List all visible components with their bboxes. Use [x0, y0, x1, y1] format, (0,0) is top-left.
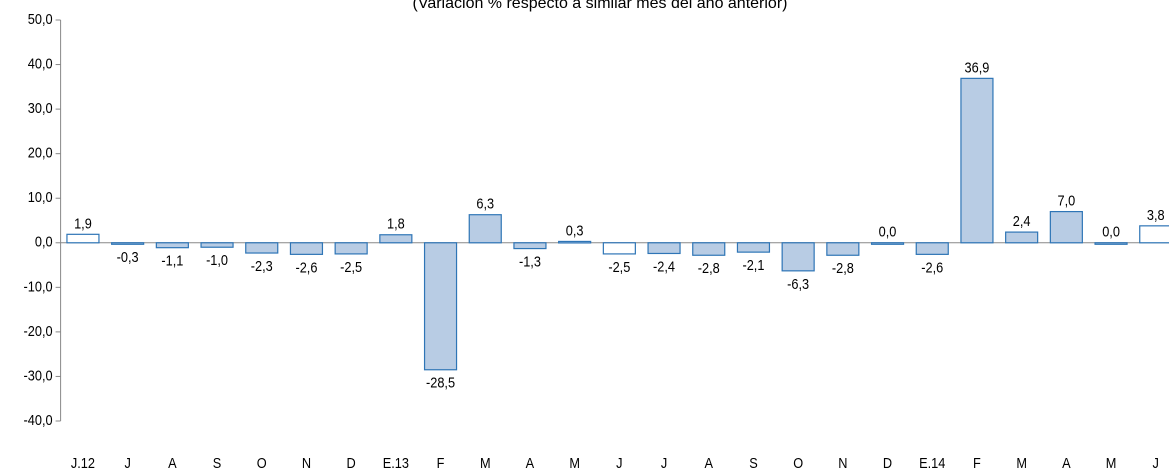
- x-tick-label: S: [749, 454, 758, 471]
- bar: [1049, 210, 1083, 244]
- x-tick-label: E.14: [919, 454, 945, 471]
- bar: [1094, 242, 1128, 245]
- value-label: 1,8: [387, 215, 405, 232]
- bar: [826, 242, 860, 256]
- x-tick-label: J: [124, 454, 130, 471]
- value-label: -2,4: [653, 257, 675, 274]
- value-label: -1,3: [519, 253, 541, 270]
- x-tick-label: N: [838, 454, 847, 471]
- bar: [289, 242, 324, 255]
- value-label: -6,3: [787, 275, 809, 292]
- bar: [647, 242, 681, 255]
- value-label: 6,3: [476, 195, 494, 212]
- bar: [736, 242, 771, 253]
- bar: [379, 234, 413, 244]
- value-label: 0,0: [1102, 223, 1120, 240]
- value-label: 1,9: [74, 214, 92, 231]
- x-tick-label: M: [1106, 454, 1117, 471]
- value-label: -2,3: [251, 257, 273, 274]
- bar: [334, 242, 368, 255]
- bar: [1005, 231, 1039, 244]
- y-tick-label: 40,0: [28, 55, 53, 72]
- y-tick-label: 50,0: [28, 10, 53, 27]
- value-label: -1,0: [206, 251, 228, 268]
- x-tick-label: D: [883, 454, 892, 471]
- bar: [781, 242, 815, 272]
- x-tick-label: J: [661, 454, 667, 471]
- bar: [200, 242, 234, 248]
- x-tick-label: A: [526, 454, 535, 471]
- bar: [960, 77, 994, 244]
- y-tick-label: 30,0: [28, 99, 53, 116]
- x-tick-label: N: [302, 454, 311, 471]
- x-tick-label: O: [257, 454, 267, 471]
- value-label: 7,0: [1057, 192, 1075, 209]
- bar: [423, 242, 458, 371]
- x-tick-label: J.12: [71, 454, 95, 471]
- y-tick-label: -20,0: [24, 322, 53, 339]
- value-label: -1,1: [161, 252, 183, 269]
- value-label: -0,3: [117, 248, 139, 265]
- value-label: -2,5: [608, 258, 630, 275]
- chart-subtitle: (Variación % respecto a similar mes del …: [413, 0, 788, 12]
- x-tick-label: A: [704, 454, 713, 471]
- value-label: -2,5: [340, 258, 362, 275]
- value-label: 0,3: [566, 221, 584, 238]
- value-label: -2,8: [832, 259, 854, 276]
- value-label: 36,9: [965, 58, 990, 75]
- y-tick-label: 20,0: [28, 144, 53, 161]
- x-tick-label: A: [168, 454, 177, 471]
- bar: [602, 242, 636, 255]
- value-label: 2,4: [1013, 212, 1031, 229]
- value-label: -28,5: [426, 374, 455, 391]
- y-tick-label: 10,0: [28, 188, 53, 205]
- value-label: -2,6: [921, 258, 943, 275]
- x-tick-label: E.13: [383, 454, 409, 471]
- x-tick-label: J: [616, 454, 622, 471]
- bar: [692, 242, 726, 256]
- y-tick-label: -40,0: [24, 411, 53, 428]
- value-label: 3,8: [1147, 206, 1165, 223]
- x-tick-label: M: [569, 454, 580, 471]
- bar: [66, 233, 100, 244]
- bar: [155, 242, 189, 249]
- x-tick-label: F: [437, 454, 445, 471]
- x-tick-label: J: [1153, 454, 1159, 471]
- y-tick-label: -30,0: [24, 366, 53, 383]
- bar: [111, 242, 145, 245]
- bar: [1139, 225, 1169, 244]
- y-tick-label: 0,0: [35, 233, 53, 250]
- y-tick-label: -10,0: [24, 277, 53, 294]
- x-tick-label: O: [793, 454, 803, 471]
- x-tick-label: D: [347, 454, 356, 471]
- bar: [915, 242, 949, 255]
- bar: [513, 242, 547, 250]
- x-tick-label: M: [1016, 454, 1027, 471]
- bar: [245, 242, 279, 254]
- bar: [468, 214, 502, 244]
- value-label: -2,6: [295, 258, 317, 275]
- x-tick-label: F: [973, 454, 981, 471]
- bar: [558, 240, 592, 244]
- bar: [870, 242, 905, 245]
- value-label: -2,8: [698, 259, 720, 276]
- value-label: -2,1: [742, 256, 764, 273]
- x-tick-label: A: [1062, 454, 1071, 471]
- x-tick-label: M: [480, 454, 491, 471]
- x-tick-label: S: [213, 454, 222, 471]
- value-label: 0,0: [879, 223, 897, 240]
